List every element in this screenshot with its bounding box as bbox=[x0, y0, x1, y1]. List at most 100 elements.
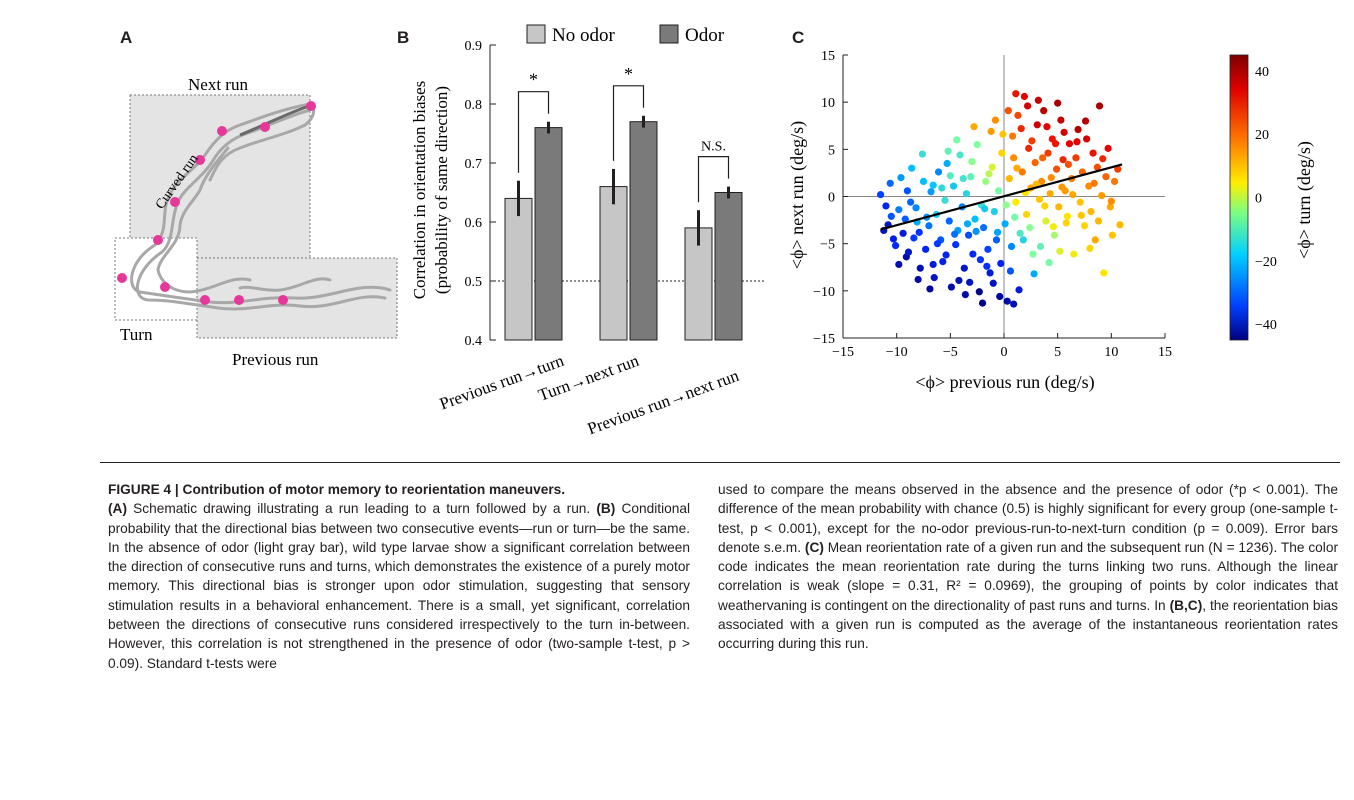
legend-label-odor: Odor bbox=[685, 25, 725, 46]
scatter-point bbox=[1087, 207, 1095, 216]
scatter-point bbox=[1056, 247, 1064, 255]
scatter-point bbox=[1098, 191, 1106, 200]
scatter-point bbox=[1011, 213, 1019, 221]
scatter-point bbox=[1052, 165, 1061, 173]
bar-odor bbox=[629, 121, 658, 341]
scatter-point bbox=[1035, 195, 1044, 203]
next-run-box bbox=[129, 94, 311, 261]
scatter-point bbox=[941, 196, 949, 204]
scatter-point bbox=[1039, 154, 1047, 162]
caption-right: used to compare the means observed in th… bbox=[718, 480, 1338, 654]
c-colorbar-label: <ϕ> turn (deg/s) bbox=[1294, 141, 1315, 259]
scatter-point bbox=[1004, 107, 1012, 115]
scatter-point bbox=[1104, 144, 1112, 152]
c-x-tick-label: −10 bbox=[886, 345, 908, 360]
scatter-point bbox=[978, 299, 987, 307]
scatter-point bbox=[1057, 116, 1065, 124]
larva-trajectory bbox=[130, 103, 392, 311]
c-x-label: <ϕ> previous run (deg/s) bbox=[915, 372, 1094, 393]
scatter-point bbox=[1083, 135, 1091, 143]
scatter-point bbox=[960, 264, 968, 272]
scatter-point bbox=[962, 190, 971, 198]
bar-no-odor bbox=[684, 227, 713, 341]
scatter-point bbox=[930, 274, 938, 282]
position-markers bbox=[117, 101, 316, 305]
scatter-point bbox=[953, 136, 961, 144]
significance-label: * bbox=[624, 64, 633, 84]
scatter-point bbox=[925, 222, 933, 230]
c-y-tick-label: 0 bbox=[828, 191, 835, 206]
scatter-point bbox=[1110, 177, 1119, 186]
scatter-point bbox=[1080, 222, 1089, 230]
scatter-point bbox=[990, 207, 998, 216]
scatter-point bbox=[1010, 154, 1018, 162]
scatter-point bbox=[1085, 182, 1093, 190]
significance-label: N.S. bbox=[701, 140, 726, 155]
turn-box bbox=[114, 237, 198, 321]
scatter-point bbox=[955, 276, 963, 285]
caption-b-text: Conditional probability that the directi… bbox=[108, 501, 690, 671]
scatter-point bbox=[914, 275, 922, 284]
scatter-point bbox=[1065, 140, 1074, 148]
scatter-point bbox=[1024, 102, 1032, 110]
c-colorbar-ticks: 40 20 0 −20 −40 bbox=[1255, 65, 1277, 333]
c-colorbar-tick-label: −20 bbox=[1255, 255, 1277, 270]
scatter-point bbox=[882, 202, 890, 210]
panel-letter-b: B bbox=[397, 28, 410, 47]
scatter-point bbox=[1108, 231, 1117, 239]
scatter-point bbox=[899, 229, 907, 237]
scatter-point bbox=[1019, 236, 1027, 244]
scatter-point bbox=[915, 228, 923, 236]
b-tick-label: 0.9 bbox=[465, 39, 483, 54]
scatter-point bbox=[904, 248, 913, 256]
scatter-point bbox=[922, 245, 930, 253]
scatter-point bbox=[1005, 174, 1013, 183]
scatter-point bbox=[949, 182, 958, 190]
caption-bc-tag: (B,C) bbox=[1169, 597, 1203, 613]
bar-no-odor bbox=[504, 197, 533, 341]
scatter-point bbox=[1015, 286, 1023, 294]
significance-bracket bbox=[697, 156, 730, 203]
scatter-point bbox=[1073, 138, 1081, 146]
bar-odor bbox=[534, 127, 563, 341]
scatter-point bbox=[1058, 183, 1066, 191]
scatter-point bbox=[1031, 158, 1039, 167]
c-x-tick-label: −5 bbox=[943, 345, 958, 360]
scatter-point bbox=[956, 151, 964, 159]
legend-label-no-odor: No odor bbox=[552, 25, 615, 46]
scatter-point bbox=[1107, 197, 1115, 205]
scatter-point bbox=[1036, 242, 1045, 251]
panel-b-bar-chart: Correlation in orientation biases (proba… bbox=[410, 24, 765, 439]
scatter-point bbox=[927, 188, 935, 196]
c-colorbar-tick-label: 0 bbox=[1255, 192, 1262, 207]
scatter-point bbox=[908, 164, 916, 172]
scatter-point bbox=[1033, 121, 1041, 129]
b-tick-label: 0.4 bbox=[465, 334, 483, 349]
c-y-tick-label: 15 bbox=[821, 49, 835, 64]
next-run-path bbox=[239, 103, 313, 137]
scatter-point bbox=[1014, 111, 1022, 119]
legend-swatch-no-odor bbox=[526, 24, 546, 44]
scatter-point bbox=[964, 231, 973, 239]
caption-right-text3: , the reorientation bias associated with… bbox=[718, 597, 1338, 652]
scatter-point bbox=[1017, 124, 1025, 133]
caption-left: FIGURE 4 | Contribution of motor memory … bbox=[108, 480, 690, 673]
scatter-point bbox=[1007, 242, 1016, 251]
scatter-point bbox=[1020, 92, 1028, 101]
scatter-point bbox=[916, 264, 924, 272]
scatter-point bbox=[1016, 229, 1024, 237]
scatter-point bbox=[1054, 99, 1062, 107]
scatter-point bbox=[939, 257, 947, 266]
scatter-point bbox=[971, 215, 979, 223]
scatter-point bbox=[1022, 210, 1031, 219]
scatter-point bbox=[984, 245, 992, 253]
b-tick-label: 0.6 bbox=[465, 216, 483, 231]
scatter-point bbox=[1034, 96, 1042, 104]
scatter-point bbox=[1013, 164, 1021, 172]
scatter-point bbox=[1028, 137, 1036, 145]
scatter-point bbox=[985, 170, 993, 178]
c-colorbar-tick-label: 40 bbox=[1255, 65, 1269, 80]
scatter-point bbox=[891, 241, 900, 250]
scatter-point bbox=[1072, 154, 1080, 162]
